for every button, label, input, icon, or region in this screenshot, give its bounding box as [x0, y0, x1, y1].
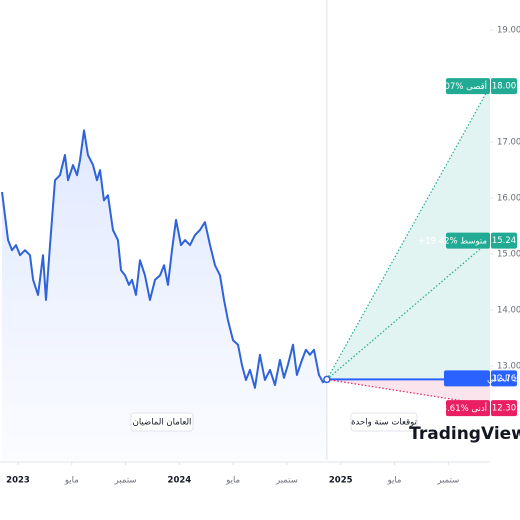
- y-tick-label: 19.00: [497, 26, 520, 36]
- x-tick-label: 2023: [6, 476, 30, 486]
- x-tick-label: مايو: [225, 476, 240, 486]
- forecast-name: متوسط: [460, 236, 487, 246]
- price-badge-text: 12.30: [492, 404, 516, 414]
- price-badge: [491, 370, 517, 387]
- x-tick-label: ستمبر: [436, 476, 459, 486]
- y-tick-label: 13.00: [497, 361, 520, 371]
- forecast-change: +41.07%: [424, 82, 464, 92]
- x-tick-label: مايو: [64, 476, 79, 486]
- x-tick-label: ستمبر: [275, 476, 298, 486]
- forecast-average-line: [326, 240, 491, 380]
- price-badge-text: 12.76: [492, 374, 516, 384]
- forecast-label: -3.61% أدنى: [439, 402, 487, 414]
- forecast-name: أدنى: [471, 402, 487, 414]
- y-tick-label: 16.00: [497, 194, 520, 204]
- forecast-change: +19.42%: [418, 236, 458, 246]
- forecast-name: أقصى: [466, 80, 487, 92]
- y-tick-label: 17.00: [497, 138, 520, 148]
- forecast-label-box: [446, 78, 490, 95]
- annotation: توقعات سنة واحدة: [351, 418, 417, 428]
- price-area: [2, 130, 327, 461]
- price-badge: [491, 78, 517, 95]
- price-badge: [491, 400, 517, 417]
- price-badge-text: 18.00: [492, 82, 516, 92]
- forecast-label: الاشتراك الحالي: [487, 374, 520, 384]
- forecast-label: +41.07% أقصى: [424, 80, 487, 92]
- x-tick-label: مايو: [387, 476, 402, 486]
- y-tick-label: 14.00: [497, 306, 520, 316]
- x-tick-label: ستمبر: [114, 476, 137, 486]
- plot: 13.00 14.00 15.00 16.00 17.00 19.00 2023 مايو ست…: [0, 0, 520, 486]
- watermark: TradingView: [409, 424, 520, 444]
- forecast-change: -3.61%: [439, 404, 469, 414]
- annotation-box: [350, 412, 418, 432]
- forecast-label: +19.42% متوسط: [418, 236, 487, 246]
- x-tick-label: 2024: [168, 476, 192, 486]
- price-badge-text: 15.24: [492, 236, 516, 246]
- annotation: العامان الماضيان: [133, 418, 192, 428]
- forecast-label-box: [444, 370, 490, 387]
- price-line: [1, 129, 328, 389]
- last-point: [323, 375, 331, 384]
- forecast-range-up: [326, 86, 490, 380]
- y-tick-label: 15.00: [497, 250, 520, 260]
- forecast-label-box: [446, 232, 490, 249]
- annotation-box: [130, 412, 194, 432]
- price-badge: [491, 232, 517, 249]
- forecast-name: الاشتراك الحالي: [487, 374, 520, 384]
- x-tick-label: 2025: [329, 476, 353, 486]
- forecast-label-box: [446, 400, 490, 417]
